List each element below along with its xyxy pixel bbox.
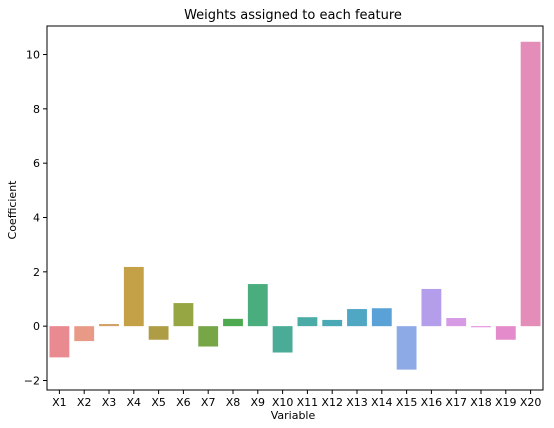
y-ticks-group: −2 0 2 4 6 8 10 [24,49,47,387]
y-tick-label: 10 [26,49,40,62]
y-tick-label: 0 [33,320,40,333]
bar-x1 [49,326,70,358]
y-axis-label: Coefficient [6,180,19,240]
x-tick-label-x2: X2 [77,396,92,409]
x-tick-label-x1: X1 [52,396,67,409]
plot-frame [46,25,544,391]
x-tick-label-x12: X12 [321,396,343,409]
y-tick-label: 4 [33,212,40,225]
bar-x5 [148,326,169,340]
x-tick-label-x3: X3 [102,396,117,409]
x-tick-label-x5: X5 [151,396,166,409]
x-tick-label-x4: X4 [127,396,142,409]
chart-title: Weights assigned to each feature [184,8,402,23]
y-tick-label: −2 [24,374,40,387]
bar-x8 [223,318,243,327]
x-tick-label-x7: X7 [201,396,216,409]
x-tick-label-x16: X16 [421,396,443,409]
x-tick-label-x13: X13 [346,396,368,409]
bar-x20 [520,41,541,327]
x-ticks-group: X1 X2 X3 X4 X5 X6 X7 X8 X9 X10 X11 X12 X13 X14 X15 X16 X… [52,390,541,409]
bar-x2 [74,326,95,342]
bar-x7 [198,326,219,347]
y-tick-label: 2 [33,266,40,279]
x-tick-label-x20: X20 [520,396,542,409]
bar-x17 [446,318,467,327]
bar-x10 [272,326,293,353]
x-tick-label-x11: X11 [297,396,319,409]
bar-x6 [173,303,194,327]
bar-x13 [347,309,367,327]
bars-group [49,41,541,370]
x-tick-label-x6: X6 [176,396,191,409]
bar-x16 [421,288,442,327]
x-tick-label-x17: X17 [445,396,467,409]
bar-x19 [495,326,516,340]
x-tick-label-x15: X15 [396,396,418,409]
bar-x18 [471,326,491,328]
bar-x15 [396,326,417,370]
bar-x12 [322,319,343,327]
bar-x9 [247,284,268,327]
bar-x3 [99,323,119,327]
x-tick-label-x9: X9 [251,396,266,409]
x-tick-label-x18: X18 [470,396,492,409]
bar-x11 [297,317,318,327]
y-tick-label: 8 [33,103,40,116]
bar-x4 [123,266,144,327]
x-tick-label-x19: X19 [495,396,517,409]
y-tick-label: 6 [33,157,40,170]
x-tick-label-x10: X10 [272,396,294,409]
x-axis-label: Variable [271,409,316,422]
x-tick-label-x8: X8 [226,396,241,409]
bar-x14 [371,308,392,327]
x-tick-label-x14: X14 [371,396,393,409]
